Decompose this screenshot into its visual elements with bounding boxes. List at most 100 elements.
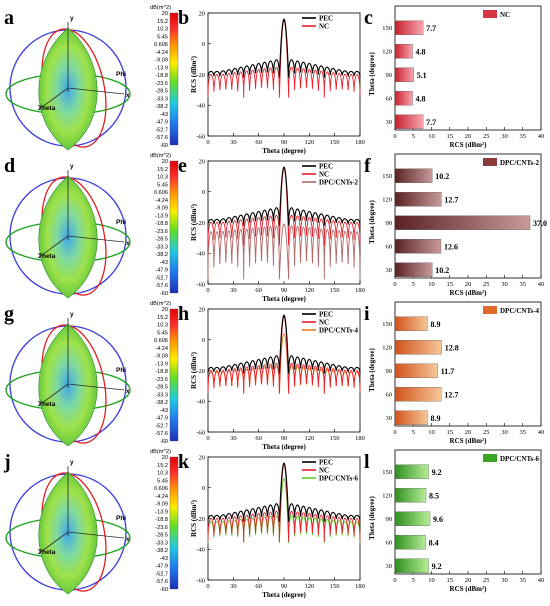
panel-letter: f (364, 155, 371, 177)
colorbar-tick-label: -38.2 (155, 252, 168, 258)
x-axis-title: RCS (dBm²) (450, 585, 488, 593)
legend-label: NC (319, 171, 329, 179)
legend-label: DPC/CNTs-4 (500, 307, 540, 315)
y-tick-label: 30 (386, 119, 393, 126)
legend-swatch (483, 306, 497, 314)
axis-phi-label: Phi (116, 515, 126, 522)
x-tick-label: 35 (520, 429, 527, 436)
legend-label: PEC (319, 311, 333, 319)
x-axis-title: Theta (degree) (262, 591, 306, 599)
x-tick-label: 25 (483, 577, 490, 584)
colorbar-tick-label: -33.3 (155, 392, 168, 398)
legend-label: PEC (319, 459, 333, 467)
data-label: 8.4 (429, 538, 439, 547)
colorbar-tick-label: 20 (162, 159, 168, 165)
axis-theta-label: Theta (38, 549, 56, 556)
colorbar-tick-label: -18.8 (155, 369, 168, 375)
panel-row: j yxPhiThetadB(m^2)2015.210.35.450.606-4.… (3, 449, 544, 599)
y-tick-label: 30 (386, 415, 393, 422)
colorbar-tick-label: -9.09 (155, 502, 168, 508)
y-tick-label: -20 (196, 516, 205, 523)
colorbar-tick-label: -43 (160, 260, 168, 266)
colorbar-tick-label: 10.3 (157, 471, 168, 477)
data-label: 8.5 (429, 491, 439, 500)
colorbar-tick-label: -4.24 (155, 198, 168, 204)
legend-swatch (483, 454, 497, 462)
x-tick-label: 20 (465, 577, 472, 584)
x-tick-label: 10 (428, 281, 435, 288)
data-label: 10.2 (435, 266, 449, 275)
x-tick-label: 150 (330, 583, 340, 590)
y-tick-label: 90 (386, 220, 393, 227)
panel-letter: g (4, 303, 14, 325)
axis-x-label: x (126, 536, 130, 543)
colorbar-tick-label: -28.5 (155, 533, 168, 539)
x-tick-label: 60 (255, 583, 262, 590)
x-tick-label: 180 (355, 583, 365, 590)
colorbar (169, 308, 179, 442)
panel-letter: e (178, 155, 187, 177)
legend-label: DPC/CNTs-4 (319, 327, 359, 335)
y-tick-label: 20 (199, 454, 206, 461)
data-label: 37.0 (533, 219, 547, 228)
x-axis-title: Theta (degree) (262, 443, 306, 451)
x-tick-label: 40 (538, 429, 545, 436)
bar (394, 192, 442, 207)
colorbar-tick-label: -4.24 (155, 50, 168, 56)
y-tick-label: 150 (382, 25, 392, 32)
x-tick-label: 35 (520, 577, 527, 584)
y-tick-label: -60 (196, 577, 205, 584)
colorbar-tick-label: 5.45 (157, 34, 168, 40)
colorbar-tick-label: -13.9 (155, 509, 168, 515)
bar (394, 316, 428, 331)
x-tick-label: 30 (230, 583, 237, 590)
colorbar-tick-label: -18.8 (155, 221, 168, 227)
colorbar-tick-label: -23.6 (155, 81, 168, 87)
y-tick-label: 90 (386, 72, 393, 79)
x-tick-label: 25 (483, 281, 490, 288)
y-tick-label: 30 (386, 563, 393, 570)
x-tick-label: 0 (206, 139, 209, 146)
y-tick-label: 0 (202, 41, 205, 48)
colorbar-tick-label: -57.6 (155, 579, 168, 585)
colorbar-tick-label: -52.7 (155, 275, 168, 281)
colorbar-tick-label: 20 (162, 455, 168, 461)
z-axis-line (37, 531, 69, 555)
x-tick-label: 180 (355, 287, 365, 294)
x-tick-label: 60 (255, 435, 262, 442)
bar (394, 239, 442, 254)
y-axis-title: Theta (degree) (368, 348, 376, 392)
y-tick-label: 90 (386, 368, 393, 375)
panel-letter: i (364, 303, 370, 325)
colorbar-unit: dB(m^2) (150, 153, 171, 159)
x-tick-label: 0 (206, 583, 209, 590)
colorbar-tick-label: 0.606 (154, 338, 168, 344)
axis-phi-label: Phi (116, 367, 126, 374)
data-label: 8.9 (430, 320, 440, 329)
y-tick-label: 60 (386, 96, 393, 103)
colorbar-tick-label: -43 (160, 556, 168, 562)
y-tick-label: 120 (382, 197, 392, 204)
axis-y-label: y (70, 459, 74, 466)
data-label: 5.1 (417, 71, 427, 80)
colorbar-tick-label: -60 (160, 439, 168, 445)
x-tick-label: 10 (428, 133, 435, 140)
x-tick-label: 90 (281, 139, 288, 146)
bar (394, 262, 433, 277)
bar (394, 410, 428, 425)
colorbar-tick-label: 5.45 (157, 330, 168, 336)
x-tick-label: 90 (281, 287, 288, 294)
colorbar-tick-label: 5.45 (157, 182, 168, 188)
data-label: 7.7 (426, 118, 436, 127)
colorbar-tick-label: -38.2 (155, 548, 168, 554)
series-line (207, 314, 361, 374)
y-tick-label: -40 (196, 547, 205, 554)
x-tick-label: 20 (465, 429, 472, 436)
series-line (207, 333, 361, 394)
series-line (207, 316, 361, 394)
data-label: 4.8 (416, 94, 426, 103)
bar (394, 363, 438, 378)
colorbar-tick-label: 0.606 (154, 42, 168, 48)
colorbar-tick-label: -33.3 (155, 96, 168, 102)
